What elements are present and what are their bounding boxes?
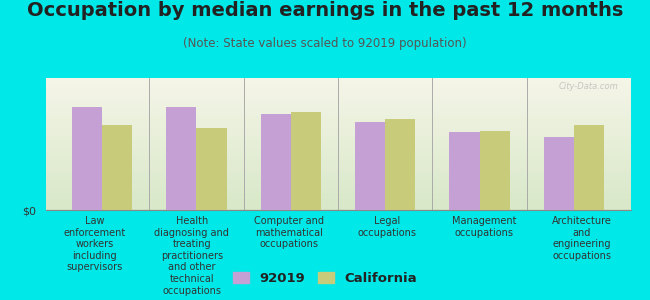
Text: Occupation by median earnings in the past 12 months: Occupation by median earnings in the pas… (27, 2, 623, 20)
Bar (291, 112, 321, 210)
Text: (Note: State values scaled to 92019 population): (Note: State values scaled to 92019 popu… (183, 38, 467, 50)
Text: Legal
occupations: Legal occupations (358, 216, 416, 238)
Bar (385, 119, 415, 210)
Text: Architecture
and
engineering
occupations: Architecture and engineering occupations (552, 216, 612, 261)
Text: Management
occupations: Management occupations (452, 216, 517, 238)
Bar (196, 128, 227, 210)
Bar (449, 132, 480, 210)
Text: Computer and
mathematical
occupations: Computer and mathematical occupations (254, 216, 324, 249)
Bar (480, 131, 510, 210)
Bar (543, 137, 574, 210)
Text: Health
diagnosing and
treating
practitioners
and other
technical
occupations: Health diagnosing and treating practitio… (154, 216, 229, 296)
Bar (574, 124, 604, 210)
Text: City-Data.com: City-Data.com (559, 82, 619, 91)
Bar (166, 107, 196, 210)
Bar (261, 115, 291, 210)
Text: Law
enforcement
workers
including
supervisors: Law enforcement workers including superv… (63, 216, 125, 272)
Legend: 92019, California: 92019, California (227, 267, 422, 290)
Bar (102, 124, 133, 210)
Bar (72, 107, 102, 210)
Bar (355, 122, 385, 210)
